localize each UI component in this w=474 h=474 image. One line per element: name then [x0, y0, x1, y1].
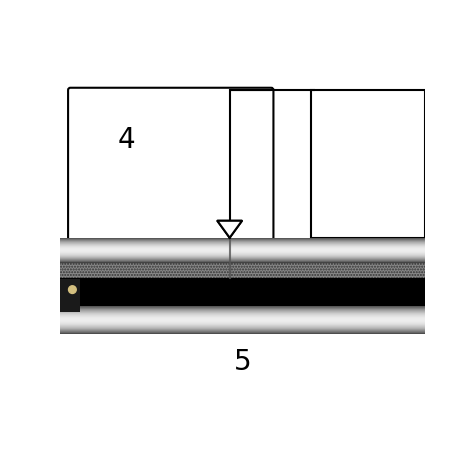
Bar: [56, 278, 429, 284]
Polygon shape: [218, 221, 242, 238]
Bar: [56, 279, 80, 312]
Bar: [56, 263, 429, 278]
Bar: [56, 263, 429, 278]
Circle shape: [69, 286, 76, 293]
Text: 5: 5: [234, 348, 252, 376]
FancyBboxPatch shape: [68, 88, 273, 240]
Bar: [56, 284, 429, 306]
Text: 4: 4: [118, 126, 136, 154]
Bar: [311, 90, 425, 238]
